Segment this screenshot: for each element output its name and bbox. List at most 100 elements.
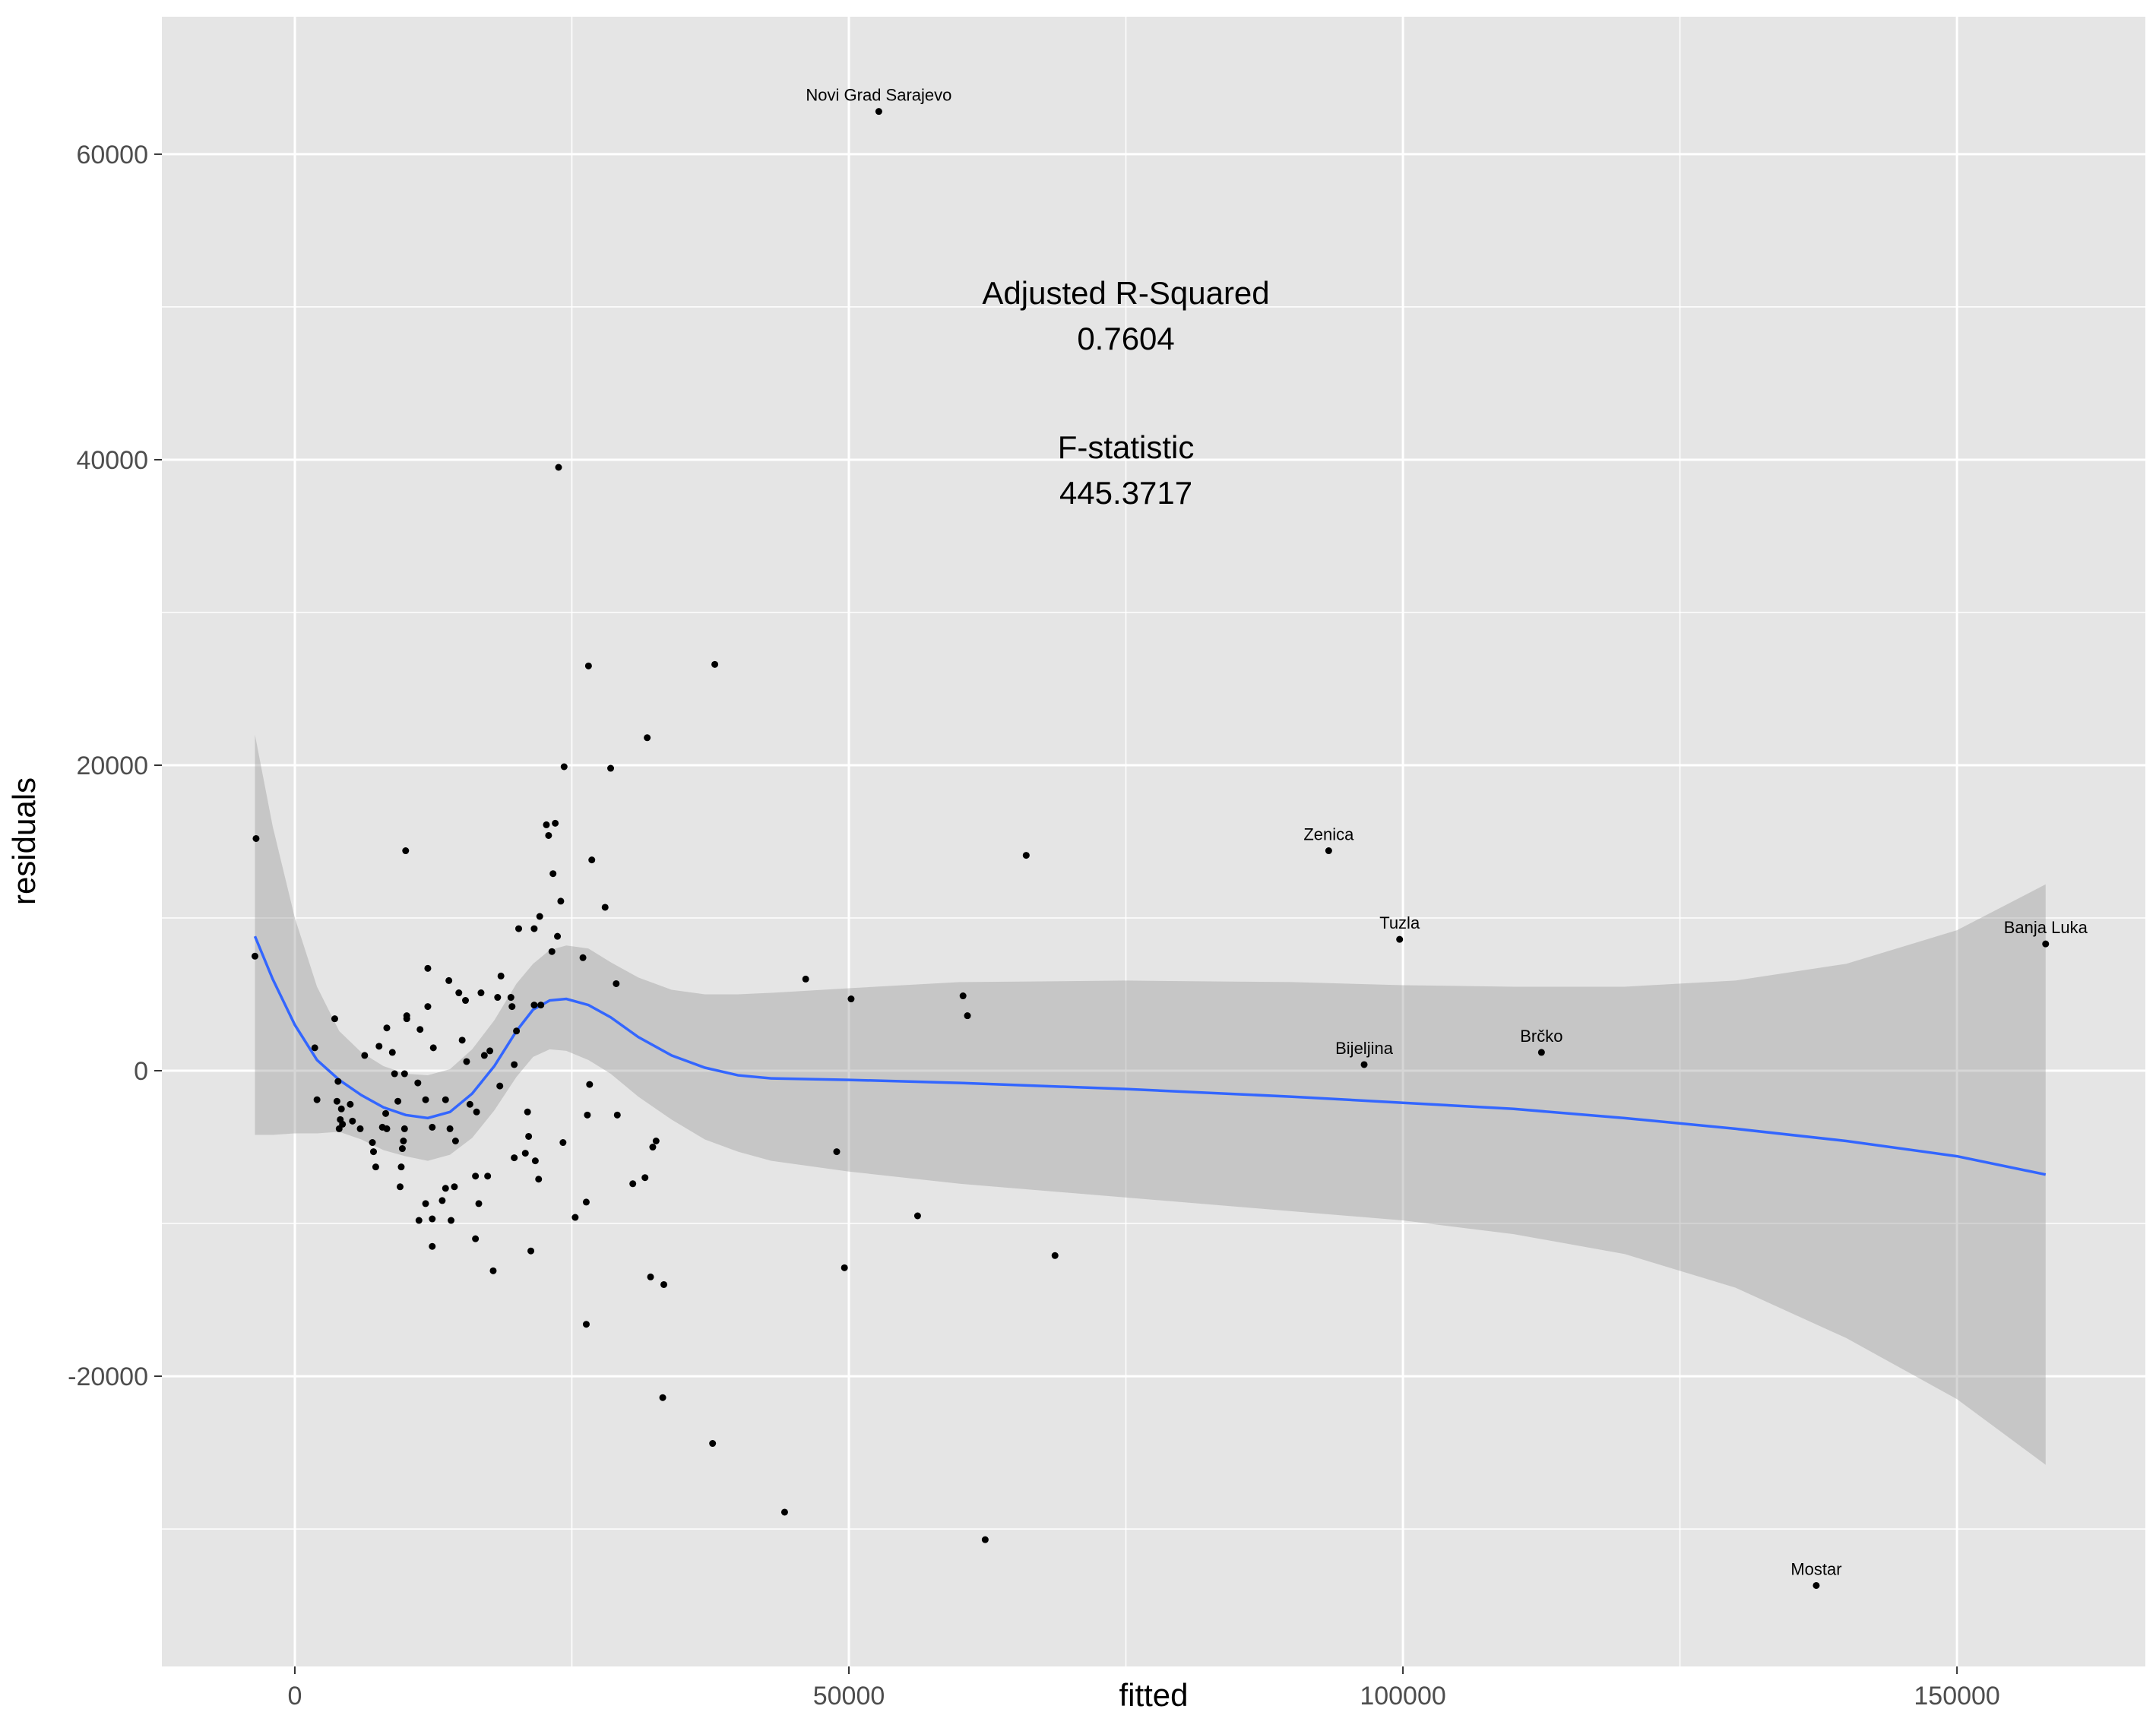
data-point: [913, 1212, 921, 1220]
x-axis: 0 50000 100000 150000: [288, 1666, 2000, 1711]
data-point: [466, 1100, 473, 1108]
data-point: [252, 834, 260, 842]
data-point: [442, 1096, 449, 1103]
data-point: [584, 1111, 591, 1119]
data-point: [458, 1036, 466, 1044]
point-label: Mostar: [1790, 1559, 1841, 1578]
annotation-text: 0.7604: [1077, 321, 1174, 356]
data-point: [588, 856, 596, 864]
data-point: [455, 989, 463, 997]
data-point: [549, 870, 557, 878]
data-point: [579, 954, 587, 961]
data-point: [584, 662, 592, 669]
data-point: [521, 1150, 529, 1157]
data-point: [647, 1273, 654, 1280]
grid-lines: [162, 17, 2145, 1666]
data-point: [601, 904, 609, 911]
data-point: [507, 994, 514, 1002]
data-point: [555, 464, 562, 471]
data-point: [383, 1125, 391, 1132]
point-label: Brčko: [1520, 1027, 1562, 1046]
data-point: [531, 1157, 539, 1165]
data-point: [372, 1163, 379, 1171]
data-point: [548, 948, 556, 955]
data-point: [429, 1123, 436, 1131]
data-point: [607, 764, 615, 772]
smooth-line: [253, 935, 2047, 1176]
data-point: [629, 1180, 637, 1188]
data-point: [530, 925, 538, 932]
data-point: [660, 1280, 668, 1288]
data-point: [414, 1079, 422, 1087]
x-tick-label: 150000: [1914, 1682, 1999, 1711]
data-point: [841, 1264, 848, 1271]
data-point: [536, 913, 543, 920]
data-point: [847, 995, 855, 1003]
data-point: [251, 952, 258, 960]
data-point: [472, 1235, 480, 1242]
data-point: [586, 1081, 594, 1088]
data-points: [251, 108, 2050, 1589]
data-point: [400, 1070, 408, 1078]
data-point: [981, 1536, 989, 1543]
x-axis-title: fitted: [1119, 1677, 1188, 1713]
point-label: Tuzla: [1379, 913, 1420, 932]
data-point: [422, 1096, 429, 1103]
data-point: [396, 1183, 404, 1191]
data-point: [424, 964, 432, 972]
data-point: [333, 1097, 340, 1105]
point-label: Zenica: [1303, 825, 1354, 844]
data-point: [875, 108, 882, 116]
data-point: [530, 1002, 538, 1009]
data-point: [480, 1052, 488, 1059]
data-point: [497, 972, 505, 980]
data-point: [649, 1144, 657, 1151]
data-point: [400, 1125, 408, 1132]
data-point: [524, 1108, 531, 1116]
data-point: [391, 1070, 398, 1078]
annotations: Adjusted R-Squared 0.7604 F-statistic 445.3…: [982, 275, 1269, 511]
data-point: [964, 1012, 971, 1020]
data-point: [709, 1440, 717, 1448]
x-tick-label: 100000: [1360, 1682, 1445, 1711]
data-point: [477, 989, 485, 997]
y-tick-label: 60000: [76, 141, 148, 169]
data-point: [1396, 935, 1404, 943]
data-point: [560, 763, 568, 771]
data-point: [1325, 847, 1332, 855]
data-point: [398, 1145, 406, 1153]
smooth-fit-line: [253, 935, 2047, 1176]
data-point: [554, 932, 562, 940]
data-point: [361, 1052, 369, 1059]
data-point: [513, 1027, 521, 1035]
y-axis: -20000 0 20000 40000 60000: [68, 141, 162, 1391]
data-point: [369, 1139, 376, 1147]
data-point: [472, 1173, 480, 1180]
data-point: [489, 1267, 497, 1274]
data-point: [313, 1096, 321, 1103]
data-point: [473, 1108, 480, 1116]
data-point: [388, 1049, 396, 1056]
data-point: [339, 1120, 347, 1128]
data-point: [331, 1015, 338, 1023]
data-point: [494, 994, 502, 1002]
x-tick-label: 0: [288, 1682, 302, 1711]
data-point: [429, 1044, 437, 1052]
data-point: [1360, 1061, 1368, 1068]
y-tick-label: 0: [134, 1057, 148, 1086]
data-point: [959, 992, 967, 1000]
data-point: [448, 1217, 455, 1224]
data-point: [545, 831, 552, 839]
data-point: [613, 980, 620, 987]
data-point: [1812, 1581, 1820, 1589]
data-point: [438, 1197, 446, 1204]
data-point: [382, 1109, 390, 1117]
annotation-text: Adjusted R-Squared: [982, 275, 1269, 311]
data-point: [496, 1082, 504, 1090]
data-point: [644, 734, 651, 742]
data-point: [422, 1200, 429, 1207]
data-point: [334, 1078, 342, 1085]
data-point: [424, 1003, 432, 1011]
point-labels: Novi Grad Sarajevo Zenica Tuzla Banja Luka B…: [806, 86, 2088, 1579]
